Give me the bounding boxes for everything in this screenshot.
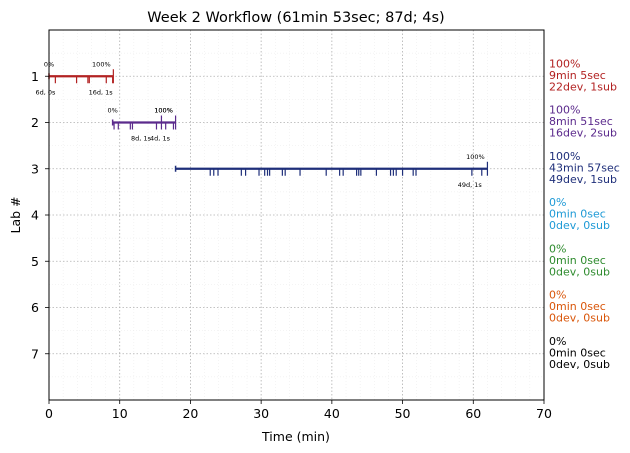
x-tick-label: 0 (45, 406, 53, 421)
x-tick-label: 40 (324, 406, 340, 421)
summary-line: 100% (549, 57, 580, 70)
x-tick-label: 20 (182, 406, 198, 421)
lab-3-series: 100% 49d, 1s (174, 153, 489, 189)
mid-percent-label: 100% (154, 107, 173, 115)
summary-line: 9min 5sec (549, 69, 606, 82)
y-tick-label: 5 (31, 254, 39, 269)
x-tick-label: 70 (536, 406, 552, 421)
end-percent-label: 100% (154, 107, 173, 115)
summary-line: 49dev, 1sub (549, 173, 617, 186)
x-axis-ticks: 0 10 20 30 40 50 60 70 (45, 400, 552, 421)
summary-line: 0dev, 0sub (549, 358, 610, 371)
count-label: 6d, 0s (36, 88, 57, 96)
y-tick-label: 7 (31, 346, 39, 361)
end-percent-label: 100% (92, 60, 111, 68)
x-axis-label: Time (min) (261, 429, 330, 444)
count-label: 8d, 1s (131, 135, 152, 143)
summary-line: 0% (549, 196, 566, 209)
summary-line: 0min 0sec (549, 254, 606, 267)
x-tick-label: 30 (253, 406, 269, 421)
summary-line: 0min 0sec (549, 346, 606, 359)
summary-line: 0% (549, 289, 566, 302)
lab-2-series: 0% 100%100%8d, 1s 4d, 1s (107, 107, 177, 143)
y-tick-label: 6 (31, 300, 39, 315)
count-label: 49d, 1s (458, 181, 483, 189)
lab-1-series: 0% 100%6d, 0s 16d, 1s (36, 60, 114, 96)
x-tick-label: 60 (465, 406, 481, 421)
x-tick-label: 10 (112, 406, 128, 421)
grid (48, 30, 545, 400)
summary-line: 0min 0sec (549, 300, 606, 313)
x-tick-label: 50 (395, 406, 411, 421)
start-percent-label: 0% (107, 107, 117, 115)
summary-line: 0% (549, 242, 566, 255)
end-percent-label: 100% (466, 153, 485, 161)
y-tick-label: 3 (31, 161, 39, 176)
chart-title: Week 2 Workflow (61min 53sec; 87d; 4s) (147, 10, 444, 26)
summary-line: 0min 0sec (549, 208, 606, 221)
summary-line: 100% (549, 104, 580, 117)
count-label: 4d, 1s (150, 135, 171, 143)
summary-line: 22dev, 1sub (549, 80, 617, 93)
summary-line: 100% (549, 150, 580, 163)
series-layer: 0% 100%6d, 0s 16d, 1s0% 100%100%8d, 1s 4d, 1… (36, 60, 489, 189)
summary-line: 0% (549, 335, 566, 348)
summary-line: 0dev, 0sub (549, 219, 610, 232)
summary-line: 43min 57sec (549, 161, 620, 174)
y-tick-label: 1 (31, 69, 39, 84)
summary-line: 0dev, 0sub (549, 312, 610, 325)
summary-line: 16dev, 2sub (549, 127, 617, 140)
y-axis-ticks: 1 2 3 4 5 6 7 (31, 69, 49, 361)
y-tick-label: 2 (31, 115, 39, 130)
y-axis-label: Lab # (8, 196, 23, 233)
summary-line: 8min 51sec (549, 115, 613, 128)
y-tick-label: 4 (31, 208, 39, 223)
count-label: 16d, 1s (89, 88, 114, 96)
summary-line: 0dev, 0sub (549, 265, 610, 278)
